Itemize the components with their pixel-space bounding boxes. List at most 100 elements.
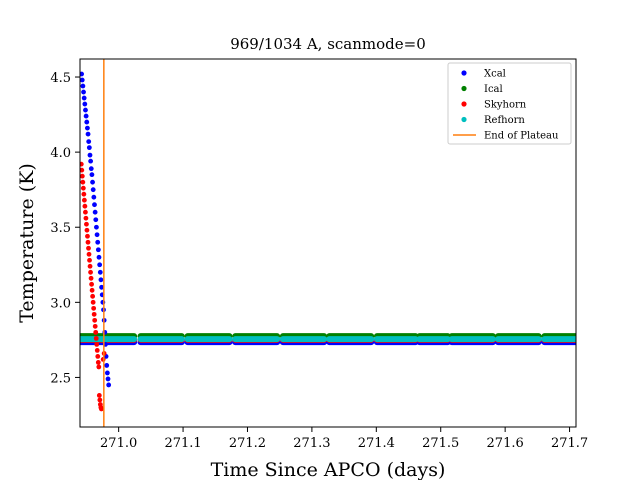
skyhorn-point bbox=[98, 406, 104, 412]
xcal-point bbox=[91, 194, 97, 200]
x-tick-label: 271.1 bbox=[164, 436, 201, 451]
legend-marker-xcal bbox=[461, 70, 467, 76]
skyhorn-point bbox=[83, 215, 89, 221]
skyhorn-point bbox=[87, 263, 93, 269]
x-tick-label: 271.4 bbox=[358, 436, 395, 451]
skyhorn-point bbox=[97, 397, 103, 403]
xcal-point bbox=[94, 224, 99, 230]
legend: Xcal Ical Skyhorn Refhorn End of Plateau bbox=[447, 62, 572, 145]
skyhorn-point bbox=[85, 239, 91, 245]
xcal-point bbox=[104, 370, 110, 376]
x-tick-label: 271.0 bbox=[100, 436, 137, 451]
xcal-point bbox=[88, 166, 94, 172]
x-tick-label: 271.3 bbox=[293, 436, 330, 451]
xcal-point bbox=[92, 202, 97, 208]
xcal-point bbox=[93, 217, 99, 223]
skyhorn-point bbox=[82, 203, 88, 209]
plot-area bbox=[80, 59, 576, 427]
xcal-point bbox=[98, 277, 104, 283]
skyhorn-point bbox=[89, 287, 95, 293]
skyhorn-point bbox=[90, 299, 96, 305]
xcal-point bbox=[87, 152, 93, 158]
legend-label: End of Plateau bbox=[484, 131, 559, 142]
y-axis-ticks: 2.5 3.0 3.5 4.0 4.5 bbox=[50, 71, 80, 386]
skyhorn-point bbox=[96, 364, 102, 370]
skyhorn-point bbox=[86, 251, 92, 257]
xcal-point bbox=[80, 71, 85, 77]
skyhorn-point bbox=[84, 221, 89, 227]
skyhorn-point bbox=[80, 179, 86, 185]
skyhorn-point bbox=[84, 227, 90, 233]
plot-frame bbox=[79, 58, 577, 428]
skyhorn-point bbox=[95, 360, 101, 365]
skyhorn-point bbox=[93, 335, 99, 341]
legend-label: Skyhorn bbox=[484, 100, 527, 111]
skyhorn-point bbox=[80, 167, 85, 173]
xcal-point bbox=[90, 187, 96, 193]
xcal-point bbox=[97, 269, 103, 275]
skyhorn-point bbox=[83, 209, 88, 215]
xcal-point bbox=[80, 83, 86, 89]
skyhorn-point bbox=[92, 317, 98, 323]
skyhorn-point bbox=[95, 354, 101, 359]
y-tick-label: 4.5 bbox=[50, 71, 71, 86]
y-tick-label: 3.5 bbox=[50, 221, 71, 236]
xcal-point bbox=[83, 107, 88, 113]
legend-label: Xcal bbox=[484, 69, 506, 80]
chart-title: 969/1034 A, scanmode=0 bbox=[230, 35, 426, 53]
skyhorn-point bbox=[81, 191, 87, 197]
x-tick-label: 271.5 bbox=[422, 436, 459, 451]
xcal-point bbox=[80, 77, 85, 83]
xcal-point bbox=[85, 125, 90, 131]
skyhorn-point bbox=[85, 233, 90, 239]
legend-label: Refhorn bbox=[484, 115, 525, 126]
skyhorn-point bbox=[91, 305, 97, 311]
skyhorn-point bbox=[89, 281, 94, 287]
skyhorn-point bbox=[80, 185, 86, 191]
xcal-point bbox=[81, 95, 87, 101]
legend-marker-ical bbox=[461, 85, 467, 92]
x-axis-ticks: 271.0 271.1 271.2 271.3 271.4 271.5 271.6 271.7 bbox=[100, 427, 588, 451]
legend-marker-skyhorn bbox=[461, 101, 467, 107]
xcal-point bbox=[89, 172, 95, 178]
skyhorn-point bbox=[91, 311, 97, 317]
xcal-point bbox=[84, 119, 90, 125]
xcal-point bbox=[95, 247, 101, 253]
x-tick-label: 271.7 bbox=[551, 436, 588, 451]
xcal-point bbox=[81, 89, 86, 95]
xcal-point bbox=[106, 382, 112, 388]
skyhorn-point bbox=[80, 161, 84, 167]
skyhorn-point bbox=[81, 197, 87, 203]
y-tick-label: 2.5 bbox=[50, 371, 71, 386]
skyhorn-point bbox=[90, 293, 96, 299]
skyhorn-point bbox=[92, 323, 98, 329]
x-axis-title: Time Since APCO (days) bbox=[211, 459, 446, 480]
xcal-point bbox=[104, 363, 110, 368]
xcal-point bbox=[94, 232, 100, 238]
xcal-point bbox=[96, 254, 102, 260]
xcal-point bbox=[105, 376, 111, 382]
legend-box bbox=[447, 62, 572, 145]
xcal-point bbox=[92, 209, 98, 215]
xcal-point bbox=[86, 145, 92, 151]
skyhorn-point bbox=[96, 393, 102, 398]
xcal-point bbox=[86, 139, 92, 145]
xcal-point bbox=[83, 113, 89, 119]
xcal-point bbox=[95, 239, 101, 245]
skyhorn-point bbox=[88, 275, 94, 281]
skyhorn-point bbox=[94, 341, 100, 347]
skyhorn-point bbox=[87, 257, 92, 263]
xcal-point bbox=[82, 101, 88, 107]
y-tick-label: 3.0 bbox=[50, 296, 71, 311]
x-tick-label: 271.2 bbox=[229, 436, 266, 451]
legend-label: Ical bbox=[484, 84, 503, 95]
legend-marker-refhorn bbox=[461, 116, 467, 123]
xcal-point bbox=[88, 158, 94, 164]
xcal-point bbox=[99, 284, 104, 290]
skyhorn-point bbox=[94, 347, 100, 353]
x-tick-label: 271.6 bbox=[487, 436, 524, 451]
skyhorn-point bbox=[93, 329, 99, 335]
xcal-point bbox=[90, 179, 95, 185]
